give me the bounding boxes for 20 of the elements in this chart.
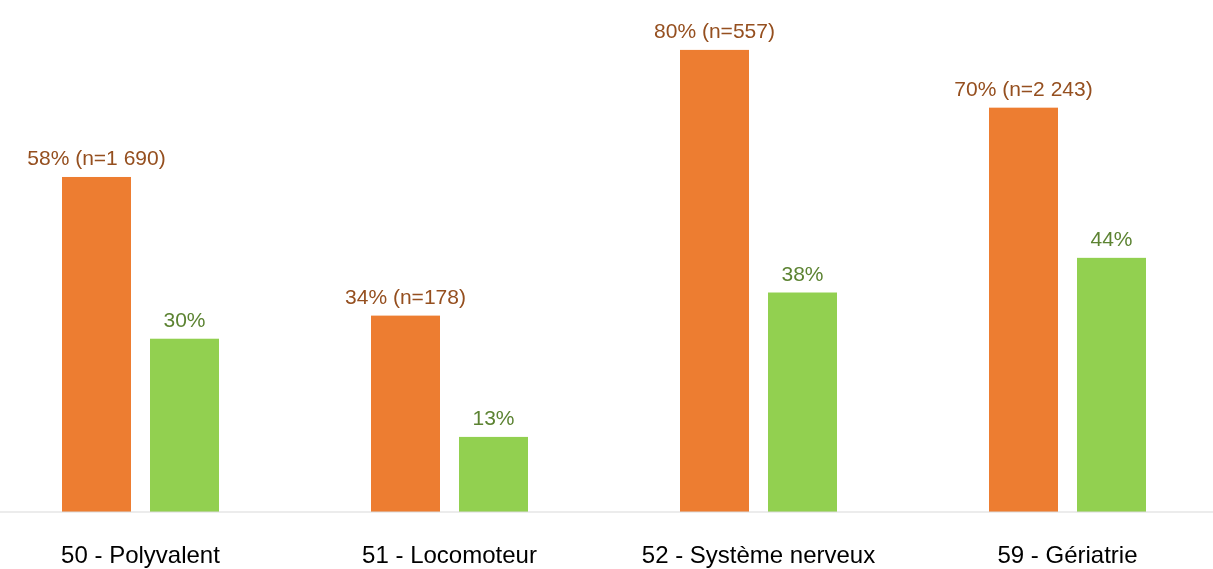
data-label: 30% (163, 307, 206, 331)
bar (150, 338, 219, 512)
x-tick-label: 52 - Système nerveux (641, 541, 876, 568)
x-tick-label: 59 - Gériatrie (997, 541, 1138, 568)
x-tick-label: 51 - Locomoteur (362, 541, 537, 568)
data-label: 44% (1090, 226, 1133, 250)
bar (989, 107, 1058, 512)
data-label: 34% (n=178) (345, 284, 466, 308)
x-tick-label: 50 - Polyvalent (61, 541, 221, 568)
data-label: 13% (472, 405, 515, 429)
bar (62, 176, 131, 512)
bar (1077, 257, 1146, 512)
data-label: 70% (n=2 243) (954, 76, 1093, 100)
data-label: 80% (n=557) (654, 18, 775, 42)
bar (768, 292, 837, 512)
bar (371, 315, 440, 512)
bar (680, 49, 749, 512)
data-label: 58% (n=1 690) (27, 145, 166, 169)
bar (459, 436, 528, 512)
data-label: 38% (781, 261, 824, 285)
